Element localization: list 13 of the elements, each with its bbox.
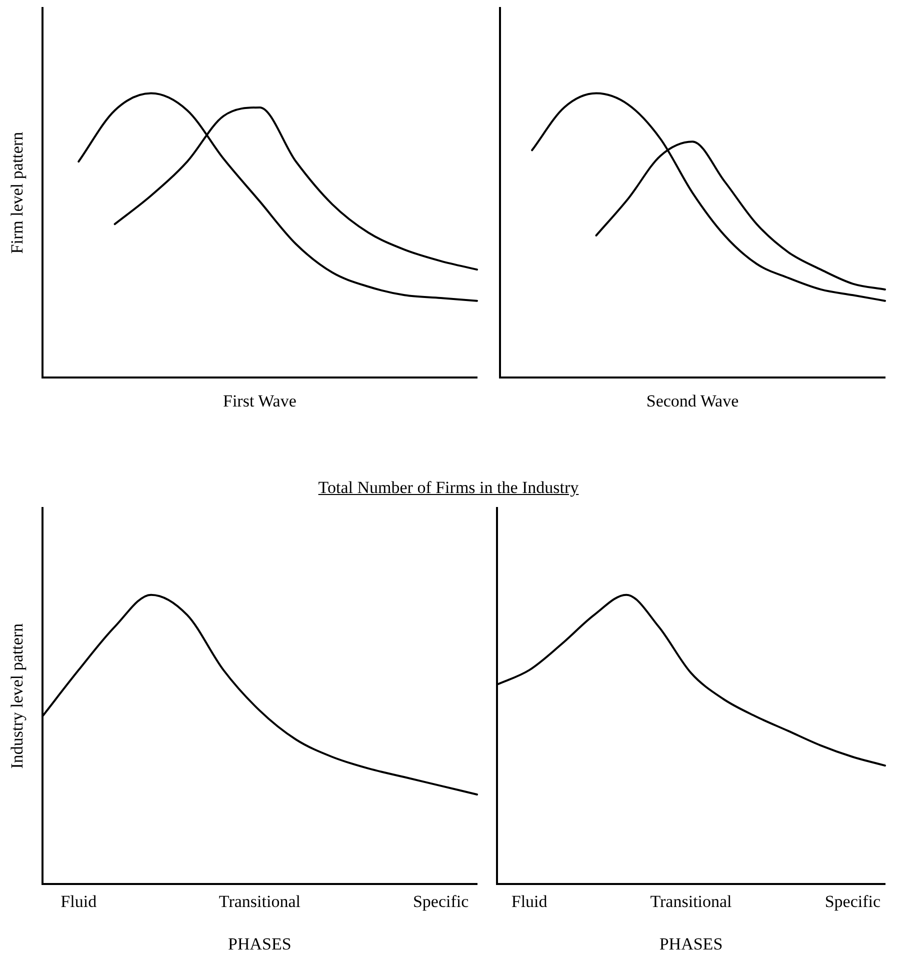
y-axis-title: Industry level pattern <box>8 622 27 769</box>
x-axis-title: First Wave <box>222 391 296 410</box>
y-axis-title: Firm level pattern <box>8 131 27 254</box>
x-tick-label: Fluid <box>60 892 98 911</box>
x-tick-label: Fluid <box>511 892 548 911</box>
x-axis-title: Second Wave <box>646 391 739 410</box>
x-axis-title: PHASES <box>228 934 292 954</box>
x-axis-title: PHASES <box>659 934 723 954</box>
chart-title: Total Number of Firms in the Industry <box>317 478 580 498</box>
x-tick-label: Transitional <box>650 892 732 911</box>
x-tick-label: Specific <box>824 892 881 911</box>
x-tick-label: Transitional <box>218 892 301 911</box>
x-tick-label: Specific <box>412 892 470 911</box>
